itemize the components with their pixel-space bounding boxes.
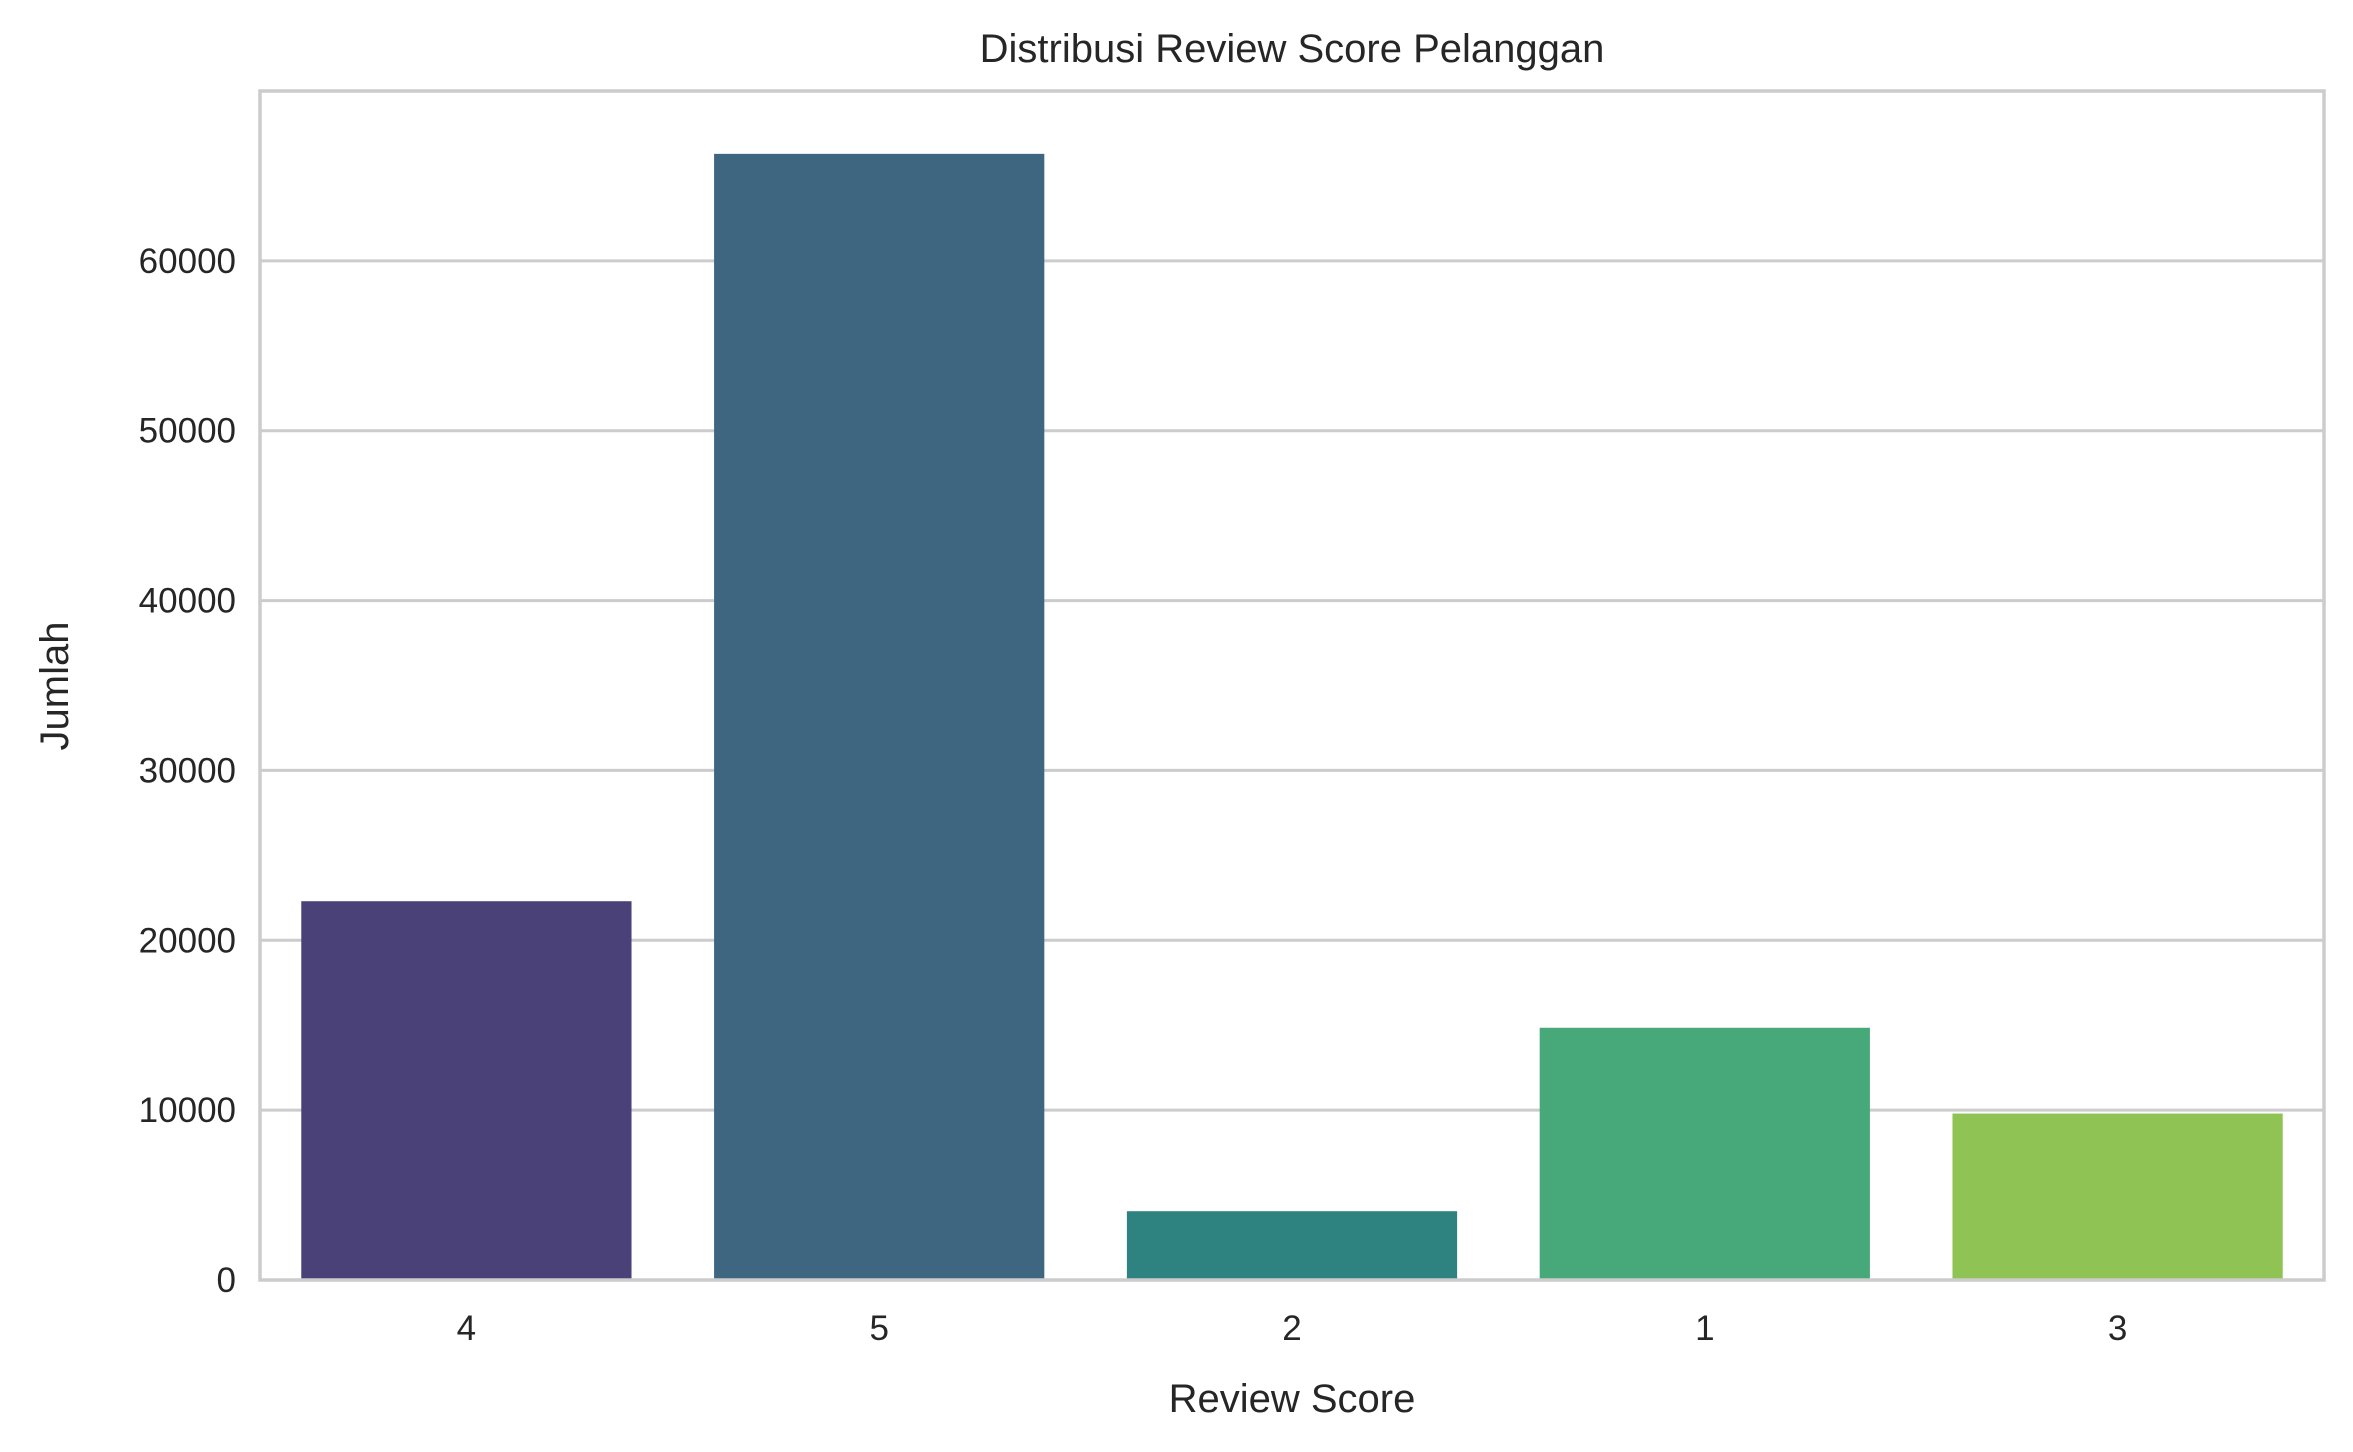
x-axis-label: Review Score [1169,1377,1416,1421]
x-tick-label: 5 [869,1309,888,1348]
y-tick-label: 40000 [139,582,236,621]
x-tick-label: 1 [1695,1309,1714,1348]
y-tick-label: 10000 [139,1091,236,1130]
x-tick-label: 3 [2108,1309,2127,1348]
chart-title: Distribusi Review Score Pelanggan [980,27,1605,71]
y-tick-label: 30000 [139,751,236,790]
y-tick-label: 0 [217,1261,236,1300]
y-axis-label: Jumlah [33,622,77,751]
bar-score-5 [714,153,1045,1280]
y-tick-labels: 0 10000 20000 30000 40000 50000 60000 [139,242,236,1300]
bar-score-1 [1539,1027,1870,1280]
x-tick-label: 4 [457,1309,476,1348]
bar-score-2 [1126,1211,1458,1280]
bar-score-4 [301,901,632,1280]
plot-frame [258,89,2326,1282]
bar-score-3 [1952,1113,2283,1280]
x-tick-label: 2 [1282,1309,1301,1348]
x-tick-labels: 4 5 2 1 3 [457,1309,2128,1348]
y-tick-label: 60000 [139,242,236,281]
bars [301,153,2283,1280]
y-tick-label: 50000 [139,412,236,451]
y-tick-label: 20000 [139,921,236,960]
